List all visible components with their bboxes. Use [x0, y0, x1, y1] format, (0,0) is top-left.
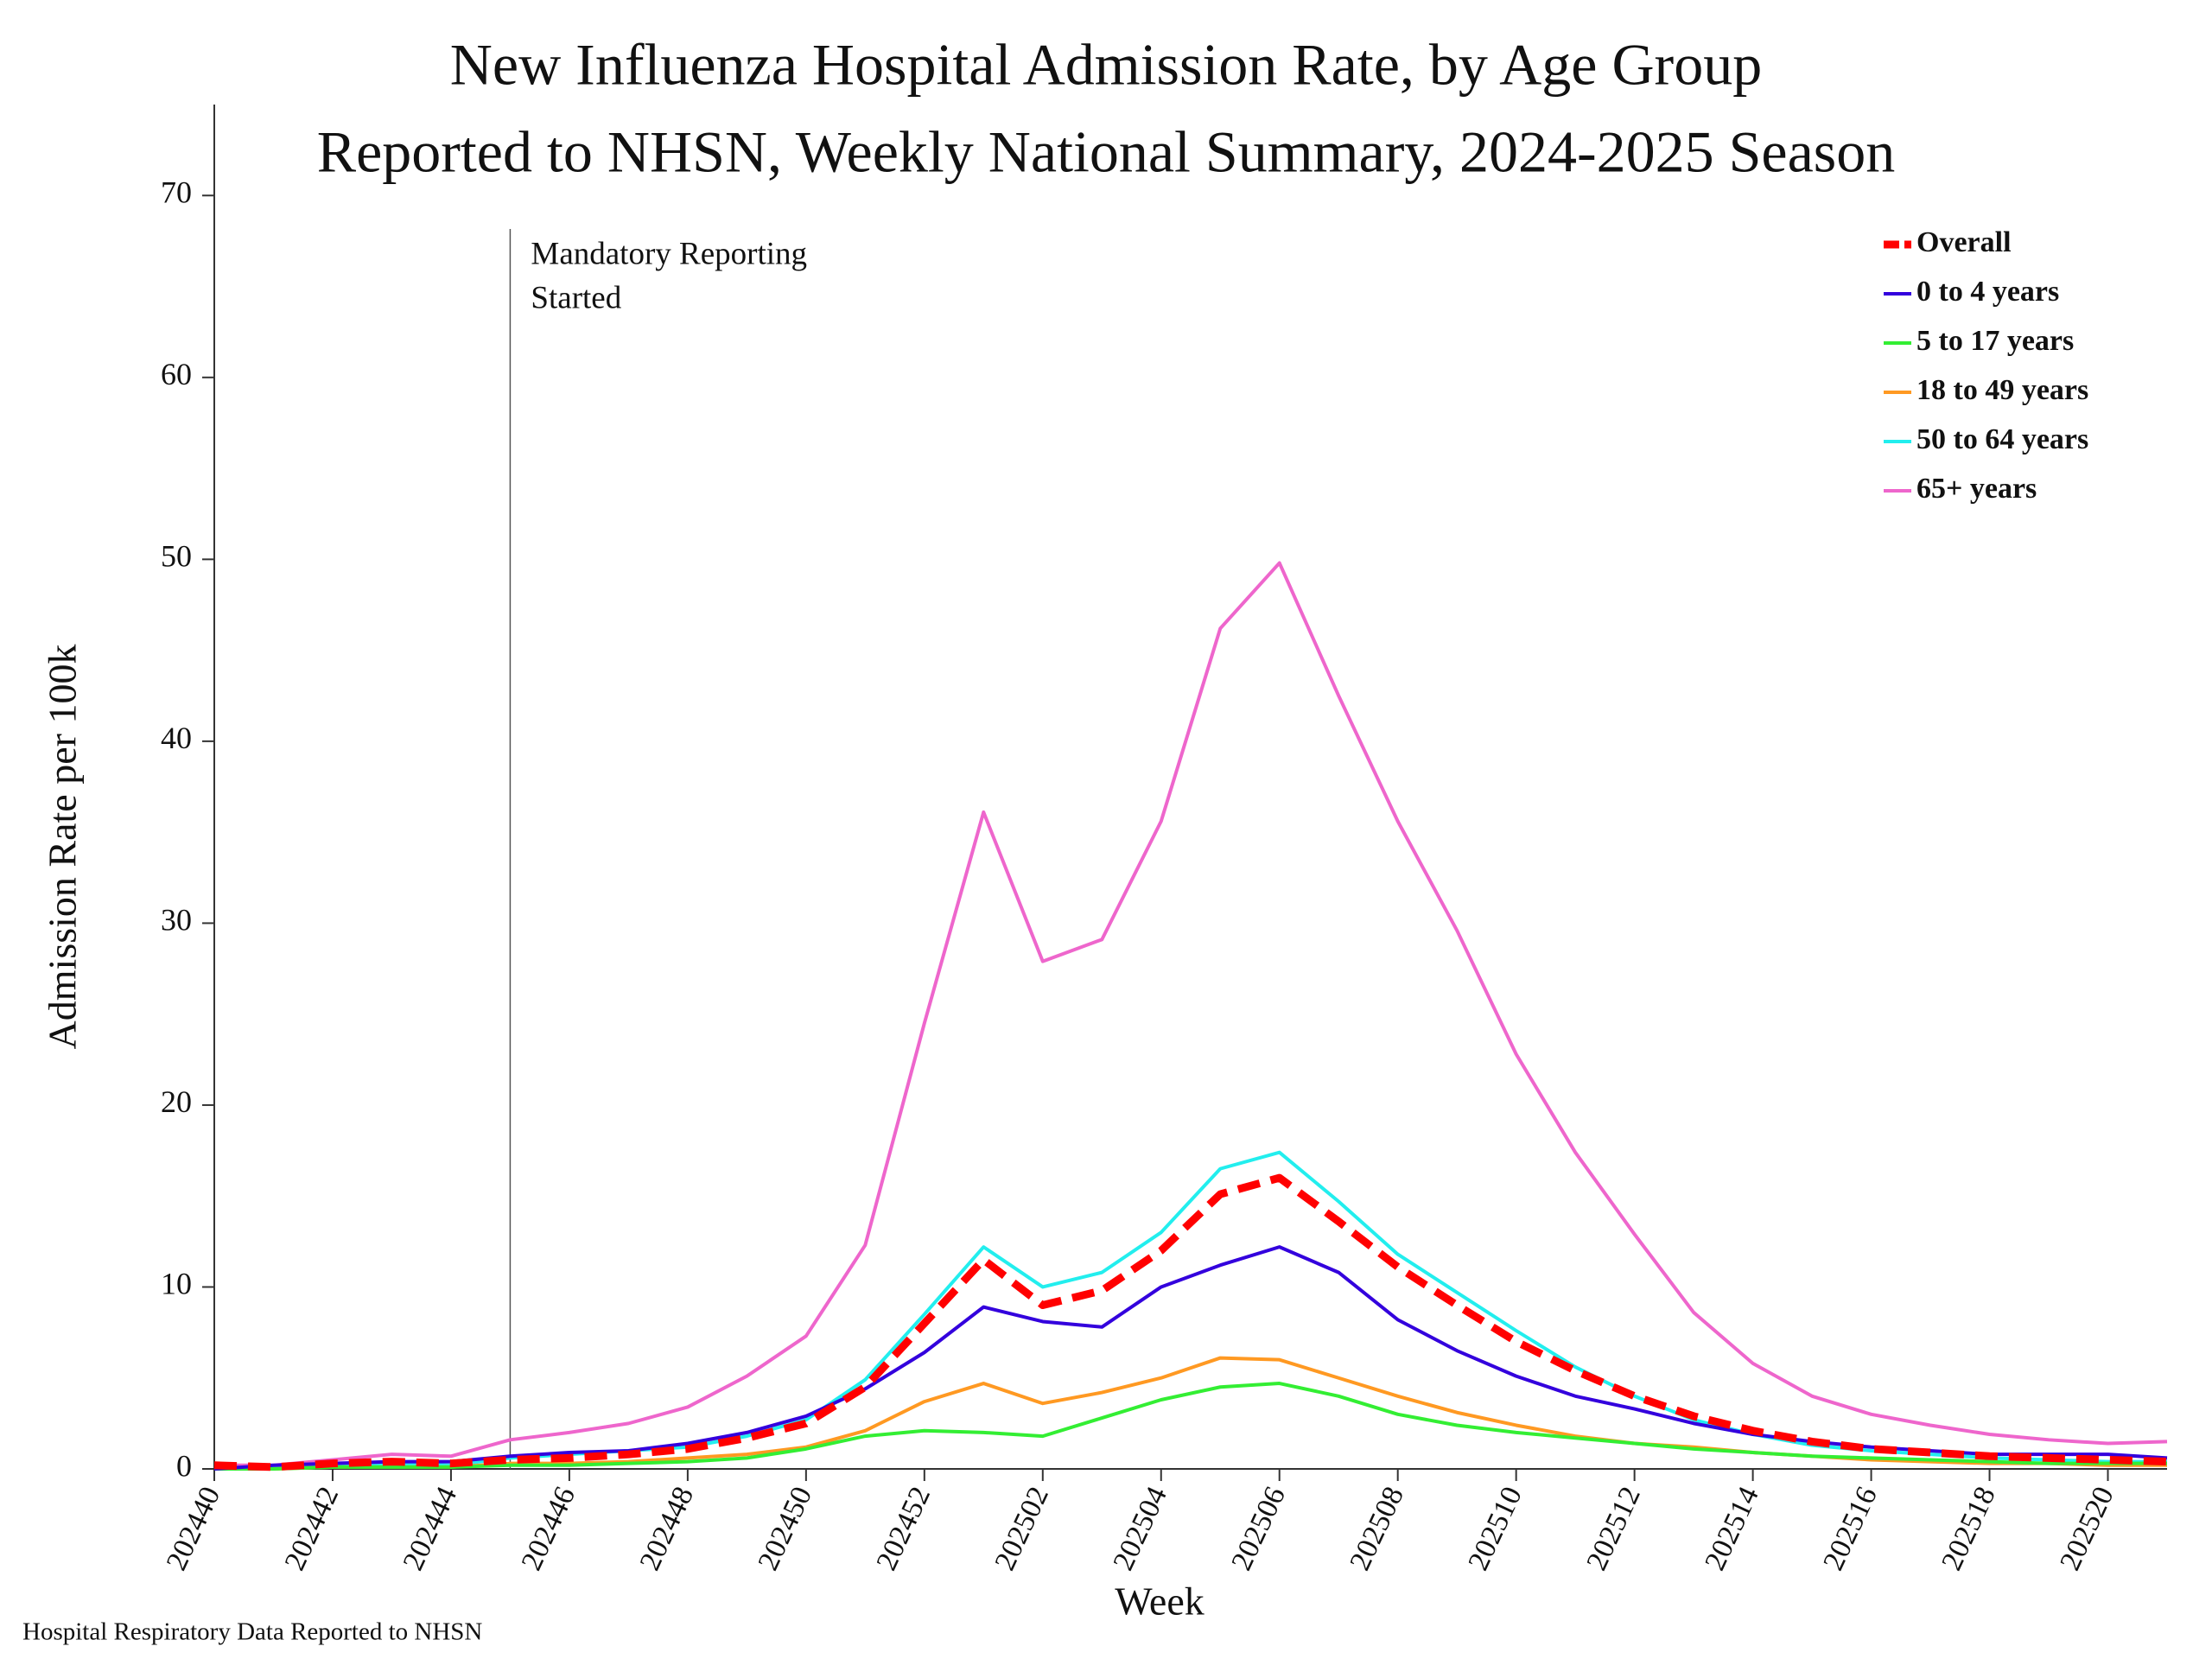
x-tick-label: 202516: [1817, 1482, 1884, 1575]
y-tick-label: 60: [161, 357, 192, 391]
x-tick-label: 202452: [870, 1482, 937, 1575]
series-line: [213, 1245, 2168, 1471]
legend-label: 18 to 49 years: [1916, 374, 2088, 406]
y-tick-label: 70: [161, 175, 192, 210]
legend-label: 65+ years: [1916, 473, 2037, 505]
series-line: [214, 561, 2168, 1467]
x-tick-label: 202504: [1107, 1482, 1173, 1575]
x-tick-label: 202512: [1580, 1482, 1647, 1575]
y-tick-label: 50: [161, 539, 192, 574]
x-tick-label: 202506: [1225, 1482, 1292, 1575]
legend-label: Overall: [1916, 226, 2012, 258]
footnote: Hospital Respiratory Data Reported to NH…: [22, 1618, 482, 1646]
x-tick-label: 202510: [1462, 1482, 1529, 1575]
x-tick-label: 202440: [161, 1482, 227, 1575]
x-tick-label: 202502: [988, 1482, 1055, 1575]
y-tick-label: 0: [176, 1448, 192, 1483]
x-tick-label: 202446: [516, 1482, 582, 1575]
x-tick-label: 202514: [1699, 1482, 1765, 1575]
y-tick-label: 40: [161, 721, 192, 755]
series-line: [213, 1173, 2168, 1471]
chart-title: New Influenza Hospital Admission Rate, b…: [450, 32, 1762, 98]
legend-label: 0 to 4 years: [1916, 276, 2059, 308]
x-tick-label: 202520: [2054, 1482, 2120, 1575]
annotation-text: Started: [531, 280, 621, 315]
y-tick-label: 10: [161, 1267, 192, 1301]
y-tick-label: 30: [161, 903, 192, 938]
x-axis-label: Week: [1115, 1580, 1205, 1624]
x-tick-label: 202444: [397, 1482, 464, 1575]
x-tick-label: 202508: [1344, 1482, 1410, 1575]
legend-label: 5 to 17 years: [1916, 325, 2074, 357]
chart-subtitle: Reported to NHSN, Weekly National Summar…: [317, 119, 1896, 185]
x-tick-label: 202450: [753, 1482, 819, 1575]
x-tick-label: 202442: [279, 1482, 346, 1575]
series-line: [213, 1150, 2167, 1471]
x-tick-label: 202518: [1936, 1482, 2002, 1575]
y-axis-label: Admission Rate per 100k: [41, 645, 85, 1050]
series-line: [214, 1382, 2167, 1471]
y-tick-label: 20: [161, 1084, 192, 1119]
x-tick-label: 202448: [634, 1482, 701, 1575]
annotation-text: Mandatory Reporting: [531, 236, 807, 271]
legend-label: 50 to 64 years: [1916, 423, 2088, 455]
